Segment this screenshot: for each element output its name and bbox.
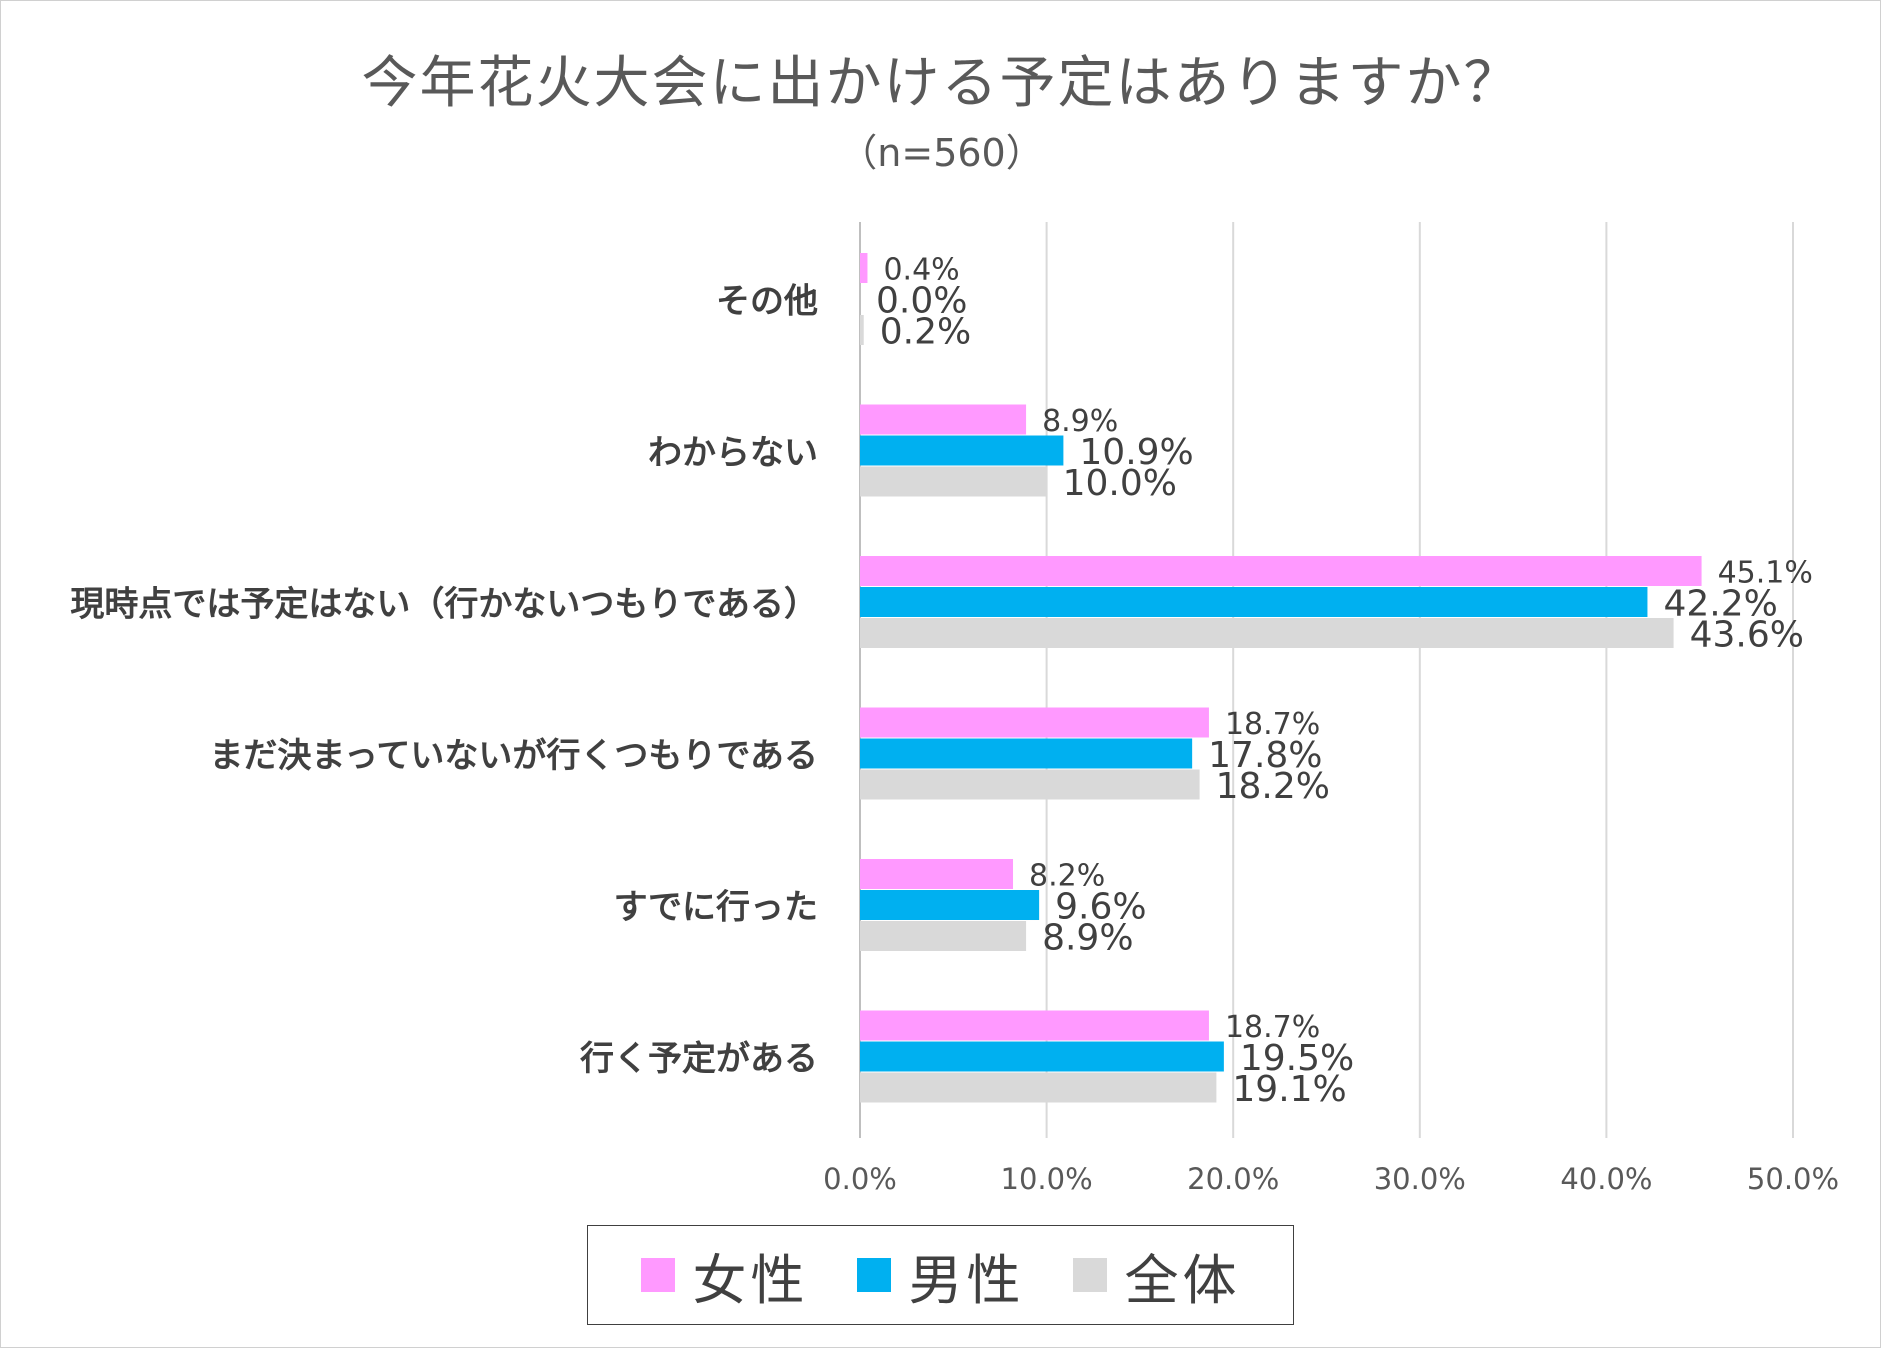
bar-overall [860, 921, 1027, 951]
bar-male [860, 890, 1040, 920]
data-label-overall: 43.6% [1690, 614, 1804, 655]
bar-male [860, 435, 1064, 466]
data-label-male: 10.9% [1079, 432, 1193, 473]
bar-male [860, 587, 1648, 617]
legend-label-overall: 全体 [1124, 1248, 1241, 1312]
category-label: わからない [648, 433, 818, 473]
x-tick-label: 30.0% [1374, 1162, 1466, 1196]
category-label: その他 [716, 282, 818, 322]
bar-female [860, 556, 1702, 586]
bar-female [860, 404, 1027, 435]
data-label-overall: 18.2% [1216, 766, 1330, 807]
bar-overall [860, 618, 1674, 648]
category-label: まだ決まっていないが行くつもりである [209, 736, 818, 776]
x-tick-label: 40.0% [1560, 1162, 1652, 1196]
data-label-male: 42.2% [1663, 583, 1777, 624]
data-label-male: 9.6% [1055, 886, 1146, 927]
data-label-overall: 19.1% [1232, 1069, 1346, 1110]
bar-overall [860, 315, 864, 345]
bar-overall [860, 1072, 1217, 1103]
data-label-female: 0.4% [883, 252, 959, 287]
bar-overall [860, 769, 1200, 800]
bar-male [860, 1041, 1224, 1072]
data-label-female: 8.2% [1029, 858, 1105, 893]
bar-overall [860, 466, 1047, 497]
category-label: 現時点では予定はない（行かないつもりである） [70, 585, 818, 625]
bar-female [860, 859, 1014, 889]
chart-legend: 女性 男性 全体 [587, 1225, 1294, 1325]
data-label-overall: 8.9% [1042, 917, 1133, 958]
data-label-female: 18.7% [1225, 1010, 1320, 1045]
bar-female [860, 1010, 1209, 1041]
chart-title: 今年花火大会に出かける予定はありますか？ [361, 51, 1522, 116]
bar-female [860, 253, 868, 283]
data-label-female: 18.7% [1225, 707, 1320, 742]
bar-male [860, 738, 1193, 769]
data-label-male: 17.8% [1208, 735, 1322, 776]
data-label-overall: 0.2% [880, 311, 971, 352]
legend-swatch-male [856, 1258, 891, 1292]
data-label-female: 8.9% [1042, 404, 1118, 439]
legend-swatch-female [640, 1258, 675, 1292]
legend-swatch-overall [1072, 1258, 1107, 1292]
chart-subtitle: （n=560） [839, 131, 1044, 175]
legend-item-female: 女性 [640, 1236, 809, 1315]
data-label-female: 45.1% [1718, 555, 1813, 590]
x-tick-label: 0.0% [823, 1162, 897, 1196]
data-label-male: 19.5% [1240, 1038, 1354, 1079]
category-label: 行く予定がある [580, 1039, 818, 1079]
data-label-male: 0.0% [876, 280, 967, 321]
x-tick-label: 20.0% [1187, 1162, 1279, 1196]
data-label-overall: 10.0% [1063, 463, 1177, 504]
legend-label-female: 女性 [692, 1248, 809, 1312]
bar-female [860, 707, 1209, 738]
legend-item-overall: 全体 [1072, 1236, 1241, 1315]
x-tick-label: 10.0% [1001, 1162, 1093, 1196]
category-label: すでに行った [614, 888, 818, 928]
legend-item-male: 男性 [856, 1236, 1025, 1315]
legend-label-male: 男性 [908, 1248, 1025, 1312]
x-tick-label: 50.0% [1747, 1162, 1839, 1196]
